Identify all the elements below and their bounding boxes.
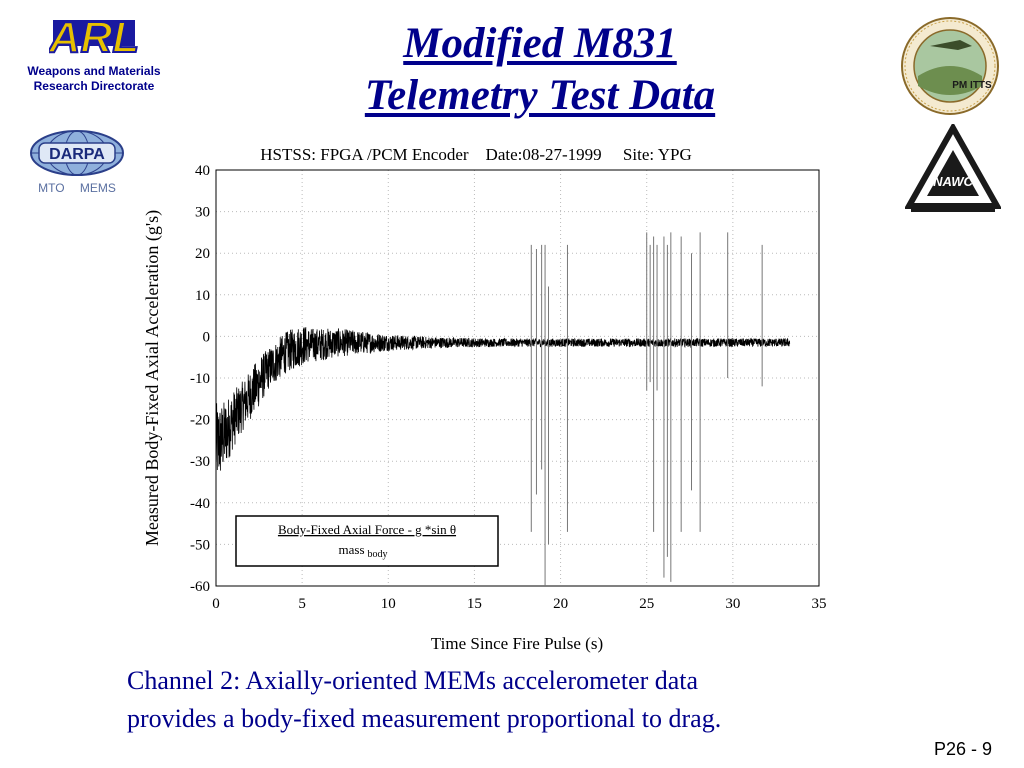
arl-logo-text: ARL [49, 13, 139, 62]
formula-denominator-mass: mass [339, 542, 365, 557]
darpa-globe-icon: DARPA [30, 130, 124, 176]
chart-series [215, 232, 791, 586]
nawc-text: NAWC [933, 174, 973, 189]
slide-title: Modified M831 Telemetry Test Data [300, 18, 780, 122]
darpa-logo-block: DARPA MTO MEMS [22, 128, 132, 195]
pm-itts-seal-icon: PM ITTS [901, 17, 999, 115]
x-tick-label: 25 [639, 596, 654, 612]
chart-header: HSTSS: FPGA /PCM Encoder Date:08-27-1999… [260, 145, 691, 164]
acceleration-trace [215, 327, 791, 471]
caption-line2: provides a body-fixed measurement propor… [127, 704, 722, 733]
arl-logo-band [53, 20, 135, 46]
arl-caption-line1: Weapons and Materials [27, 64, 161, 78]
x-tick-label: 5 [298, 596, 306, 612]
darpa-subtitle: MTO MEMS [22, 181, 132, 195]
y-tick-label: -60 [190, 579, 210, 595]
x-tick-label: 35 [812, 596, 827, 612]
x-tick-label: 20 [553, 596, 568, 612]
slide-title-line2: Telemetry Test Data [364, 72, 716, 119]
y-tick-label: 40 [195, 163, 210, 179]
y-axis-title: Measured Body-Fixed Axial Acceleration (… [142, 210, 163, 546]
y-tick-label: -10 [190, 371, 210, 387]
darpa-sub-mems: MEMS [79, 181, 116, 195]
y-tick-label: -50 [190, 537, 210, 553]
slide-caption: Channel 2: Axially-oriented MEMs acceler… [127, 662, 721, 738]
x-tick-label: 15 [467, 596, 482, 612]
arl-caption: Weapons and Materials Research Directora… [4, 64, 184, 94]
x-tick-label: 0 [212, 596, 220, 612]
arl-caption-line2: Research Directorate [33, 79, 155, 93]
slide-title-line1: Modified M831 [403, 20, 677, 67]
x-tick-label: 10 [381, 596, 396, 612]
y-tick-label: 20 [195, 246, 210, 262]
formula-denominator: mass body [339, 542, 388, 560]
acceleration-chart: HSTSS: FPGA /PCM Encoder Date:08-27-1999… [142, 145, 827, 653]
y-tick-label: -20 [190, 413, 210, 429]
pm-itts-text: PM ITTS [952, 80, 992, 91]
formula-numerator: Body-Fixed Axial Force - g *sin θ [278, 522, 456, 537]
formula-denominator-sub: body [368, 549, 388, 560]
nawc-logo-icon: NAWC [905, 124, 1001, 212]
darpa-text: DARPA [49, 146, 105, 163]
y-tick-label: -40 [190, 496, 210, 512]
darpa-sub-mto: MTO [38, 181, 65, 195]
plot-frame [215, 169, 820, 587]
y-tick-label: 30 [195, 205, 210, 221]
page-number: P26 - 9 [933, 739, 992, 759]
force-formula-box: Body-Fixed Axial Force - g *sin θ mass bo… [235, 515, 499, 567]
y-tick-label: 10 [195, 288, 210, 304]
arl-logo: ARL [49, 12, 139, 62]
y-tick-label: -30 [190, 454, 210, 470]
arl-logo-block: ARL Weapons and Materials Research Direc… [4, 10, 184, 94]
caption-line1: Channel 2: Axially-oriented MEMs acceler… [127, 666, 699, 695]
x-tick-label: 30 [725, 596, 740, 612]
x-axis-title: Time Since Fire Pulse (s) [431, 634, 603, 653]
y-tick-label: 0 [203, 329, 211, 345]
